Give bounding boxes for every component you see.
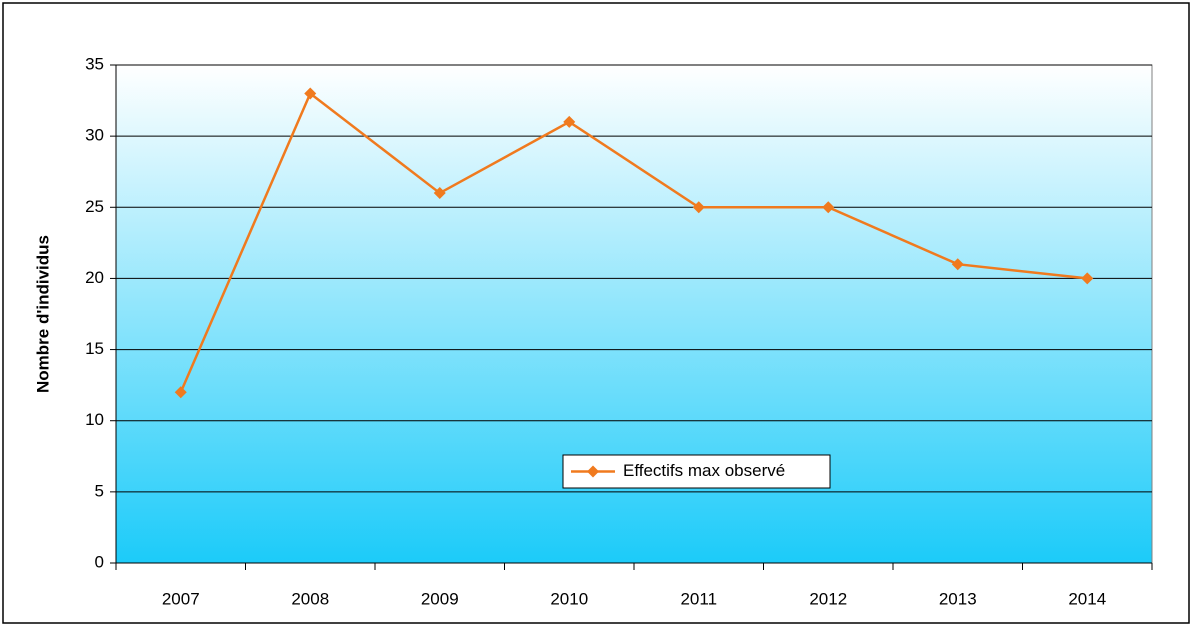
legend-label: Effectifs max observé <box>623 461 785 480</box>
point-marker <box>951 258 964 271</box>
y-tick-label: 30 <box>85 126 104 145</box>
point-marker <box>563 115 576 128</box>
x-tick-label: 2013 <box>939 589 977 608</box>
x-tick-label: 2012 <box>809 589 847 608</box>
y-tick-label: 25 <box>85 197 104 216</box>
y-tick-label: 0 <box>95 552 104 571</box>
y-axis-label: Nombre d'individus <box>33 235 52 393</box>
point-marker <box>822 201 835 214</box>
point-marker <box>304 87 317 100</box>
x-tick-label: 2007 <box>162 589 200 608</box>
y-tick-label: 35 <box>85 54 104 73</box>
point-marker <box>692 201 705 214</box>
x-tick-label: 2008 <box>291 589 329 608</box>
y-tick-label: 5 <box>95 481 104 500</box>
x-tick-label: 2014 <box>1068 589 1106 608</box>
x-tick-label: 2009 <box>421 589 459 608</box>
legend-marker <box>587 465 599 478</box>
y-tick-label: 15 <box>85 339 104 358</box>
series-line <box>179 91 1088 393</box>
point-marker <box>174 386 187 399</box>
point-marker <box>433 187 446 200</box>
y-tick-label: 20 <box>85 268 104 287</box>
y-tick-label: 10 <box>85 410 104 429</box>
x-tick-label: 2011 <box>680 589 717 608</box>
point-marker <box>1081 272 1094 285</box>
x-tick-label: 2010 <box>550 589 588 608</box>
